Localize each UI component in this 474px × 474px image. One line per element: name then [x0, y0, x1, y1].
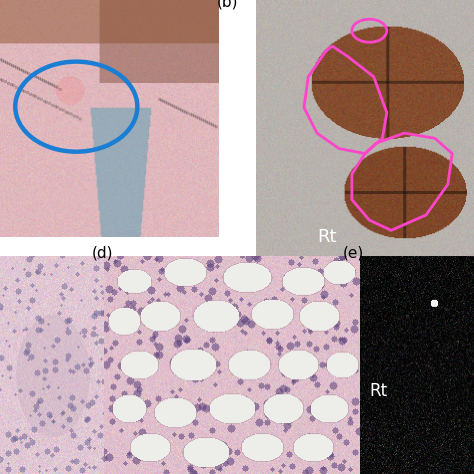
Text: Rt: Rt — [369, 382, 387, 400]
Text: (d): (d) — [91, 245, 113, 260]
Text: (b): (b) — [217, 0, 238, 10]
Text: (e): (e) — [343, 245, 365, 260]
Text: Rt: Rt — [317, 228, 337, 246]
